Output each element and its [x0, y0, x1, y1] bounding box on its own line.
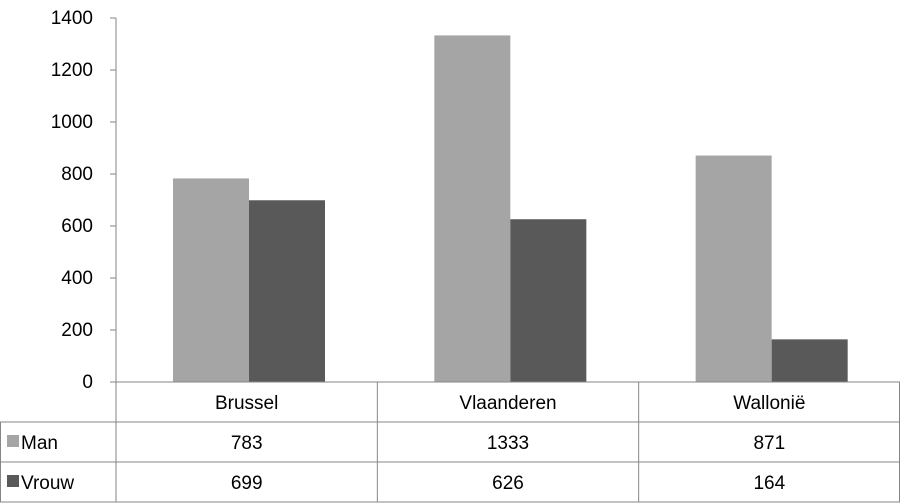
category-label: Vlaanderen: [459, 393, 556, 414]
y-tick-label: 400: [61, 268, 93, 289]
bars: [173, 35, 848, 383]
bar-man-0: [173, 178, 249, 382]
series-label: Vrouw: [21, 473, 74, 494]
category-label: Brussel: [215, 393, 278, 414]
bar-vrouw-2: [771, 339, 848, 382]
legend-key-man: [7, 435, 19, 447]
data-table: Brussel Vlaanderen Wallonië Man 783 1333 871 Vr…: [0, 381, 900, 503]
legend-key-vrouw: [7, 475, 19, 487]
y-tick-label: 200: [61, 320, 93, 341]
table-cell-value: 699: [231, 473, 263, 494]
y-tick-label: 1200: [51, 60, 93, 81]
table-cell-value: 871: [753, 433, 785, 454]
table-cell-value: 783: [231, 433, 263, 454]
bar-man-2: [695, 155, 772, 382]
category-label: Wallonië: [733, 393, 805, 414]
y-tick-label: 800: [61, 164, 93, 185]
y-tick-label: 0: [82, 372, 93, 393]
bar-vrouw-1: [510, 219, 587, 382]
y-tick-label: 1400: [51, 8, 93, 29]
table-cell-value: 1333: [487, 433, 529, 454]
y-tick-label: 1000: [51, 112, 93, 133]
table-cell-value: 626: [492, 473, 524, 494]
bar-man-1: [434, 35, 511, 383]
series-label: Man: [21, 433, 58, 454]
y-tick-label: 600: [61, 216, 93, 237]
bar-vrouw-0: [249, 200, 325, 382]
y-axis: 0 200 400 600 800 1000 1200 1400: [51, 8, 116, 393]
table-cell-value: 164: [753, 473, 785, 494]
